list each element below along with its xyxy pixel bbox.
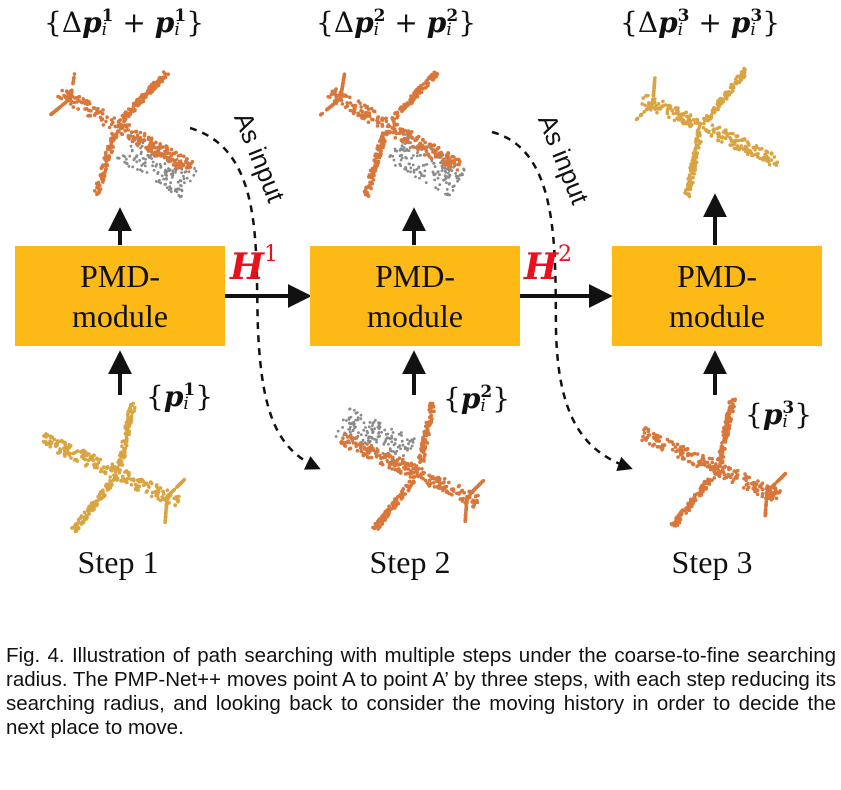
hidden-state-label-2: H2 [524,242,573,288]
module-label-line1: PMD- [676,258,757,294]
figure-caption: Fig. 4. Illustration of path searching w… [6,644,836,739]
arrows-layer [41,66,788,534]
module-label-line1: PMD- [79,258,160,294]
pmd-module-step-1: PMD- module [15,246,225,346]
hidden-state-label-1: H1 [230,242,279,288]
module-label-line1: PMD- [374,258,455,294]
path-search-diagram: {Δp 1 i + p 1 i} {Δp 2 i + p 2 i} {Δp 3 i + p 3 i} P… [15,5,822,580]
point-cloud-input-3 [640,397,788,528]
as-input-curve-1 [189,126,321,470]
output-formula-step-2: {Δp 2 i + p 2 i} [316,5,477,40]
point-cloud-input-1 [41,401,187,534]
input-formula-step-1: {p 1 i} [146,379,214,414]
module-label-line2: module [72,298,168,334]
pmd-module-step-2: PMD- module [310,246,520,346]
module-label-line2: module [367,298,463,334]
step-label-1: Step 1 [77,544,159,580]
pmd-module-step-3: PMD- module [612,246,822,346]
step-label-3: Step 3 [671,544,753,580]
input-formula-step-3: {p 3 i} [745,397,813,432]
point-cloud-output-3 [634,66,780,199]
output-formula-step-3: {Δp 3 i + p 3 i} [620,5,781,40]
point-cloud-output-1 [49,70,198,199]
point-cloud-input-2 [334,401,486,531]
as-input-curve-2 [491,130,633,472]
output-formula-step-1: {Δp 1 i + p 1 i} [44,5,205,40]
step-label-2: Step 2 [369,544,451,580]
input-formula-step-2: {p 2 i} [443,381,511,416]
point-cloud-output-2 [318,70,466,198]
point-clouds [41,66,788,534]
module-label-line2: module [669,298,765,334]
